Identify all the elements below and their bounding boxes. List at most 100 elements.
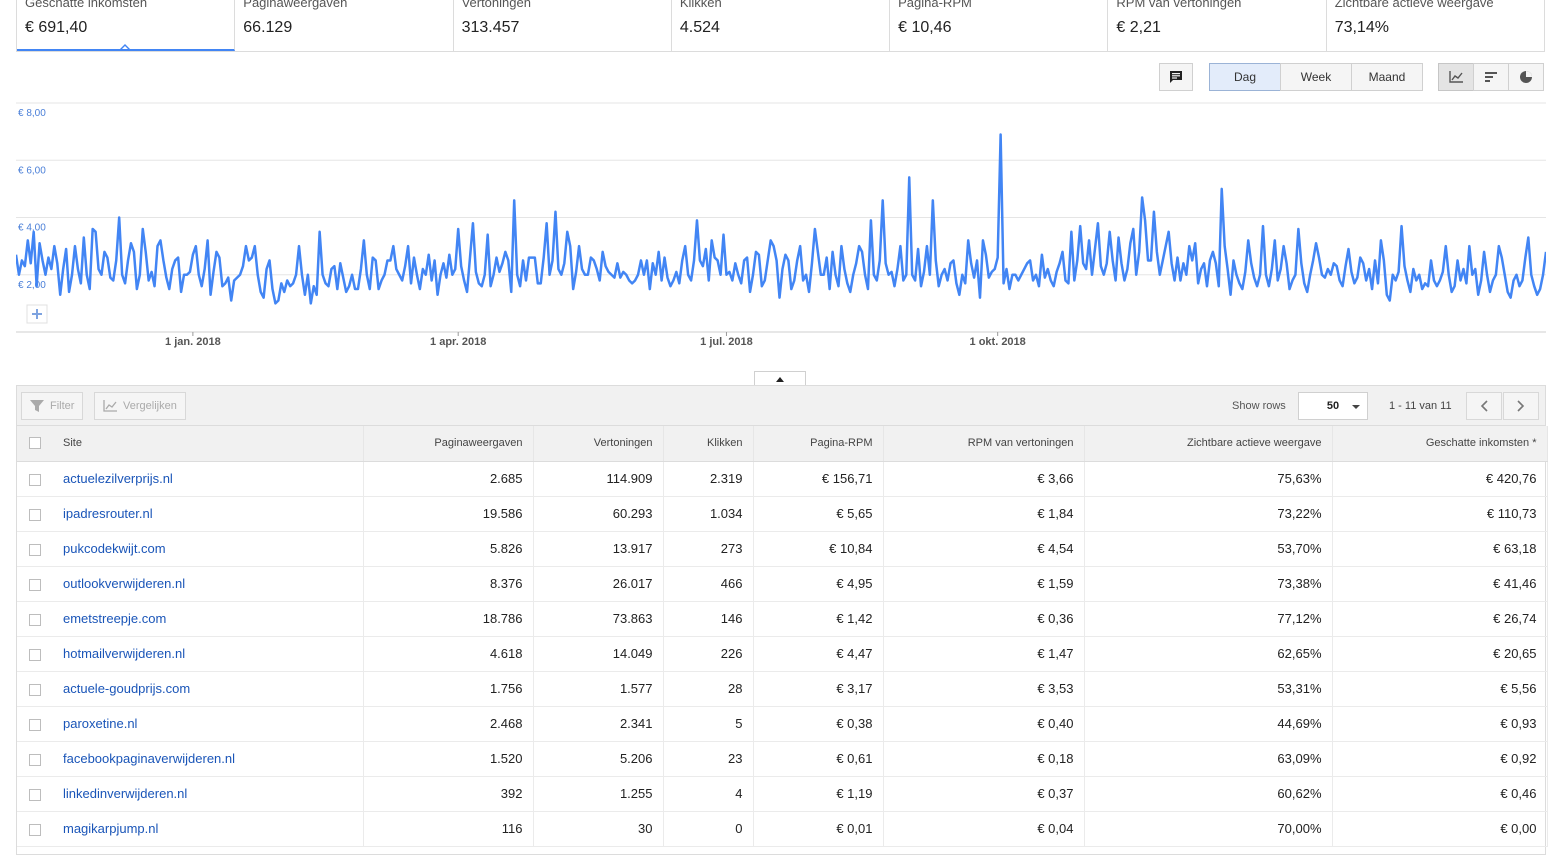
cell-site: ipadresrouter.nl xyxy=(53,496,364,532)
cell-active-view: 63,09% xyxy=(1084,741,1333,777)
metric-cards: Geschatte inkomsten € 691,40 Paginaweerg… xyxy=(16,0,1545,52)
cell-clicks: 1.034 xyxy=(663,496,754,532)
table-row: emetstreepje.com 18.786 73.863 146 € 1,42 € 0… xyxy=(17,601,1548,637)
table-toolbar: Filter Vergelijken Show rows 50 1 - 11 v… xyxy=(17,386,1545,426)
table-header-row: Site Paginaweergaven Vertoningen Klikken… xyxy=(17,426,1548,462)
row-checkbox[interactable] xyxy=(29,788,41,801)
cell-impressions: 14.049 xyxy=(533,636,664,672)
metric-card-active-view-viewable[interactable]: Zichtbare actieve weergave 73,14% xyxy=(1327,0,1544,51)
compare-button[interactable]: Vergelijken xyxy=(94,392,186,420)
metric-value: 73,14% xyxy=(1334,19,1389,36)
site-link[interactable]: emetstreepje.com xyxy=(63,611,167,626)
cell-impressions: 13.917 xyxy=(533,531,664,567)
collapse-chart-toggle[interactable] xyxy=(754,371,806,386)
column-header-site[interactable]: Site xyxy=(53,426,364,462)
cell-estimated-earnings: € 420,76 xyxy=(1332,461,1548,497)
row-checkbox[interactable] xyxy=(29,613,41,626)
granularity-day-button[interactable]: Dag xyxy=(1209,63,1281,91)
site-link[interactable]: linkedinverwijderen.nl xyxy=(63,786,188,801)
cell-clicks: 226 xyxy=(663,636,754,672)
column-header-pageviews[interactable]: Paginaweergaven xyxy=(363,426,534,462)
cell-active-view: 53,31% xyxy=(1084,671,1333,707)
cell-page-rpm: € 1,19 xyxy=(753,776,884,812)
metric-card-clicks[interactable]: Klikken 4.524 xyxy=(672,0,891,51)
row-checkbox[interactable] xyxy=(29,508,41,521)
comment-button[interactable] xyxy=(1159,63,1193,91)
cell-impression-rpm: € 0,36 xyxy=(883,601,1085,637)
column-header-page-rpm[interactable]: Pagina-RPM xyxy=(753,426,884,462)
next-page-button[interactable] xyxy=(1503,392,1539,420)
cell-clicks: 5 xyxy=(663,706,754,742)
metric-card-impressions[interactable]: Vertoningen 313.457 xyxy=(454,0,672,51)
filter-button[interactable]: Filter xyxy=(21,392,84,420)
filter-label: Filter xyxy=(50,400,75,412)
cell-impression-rpm: € 0,04 xyxy=(883,811,1085,847)
cell-estimated-earnings: € 0,93 xyxy=(1332,706,1548,742)
cell-site: pukcodekwijt.com xyxy=(53,531,364,567)
row-checkbox-cell xyxy=(17,811,53,847)
cell-impression-rpm: € 3,66 xyxy=(883,461,1085,497)
previous-page-button[interactable] xyxy=(1466,392,1502,420)
site-link[interactable]: facebookpaginaverwijderen.nl xyxy=(63,751,236,766)
compare-label: Vergelijken xyxy=(123,400,177,412)
row-checkbox[interactable] xyxy=(29,683,41,696)
row-checkbox[interactable] xyxy=(29,718,41,731)
cell-estimated-earnings: € 63,18 xyxy=(1332,531,1548,567)
row-checkbox-cell xyxy=(17,706,53,742)
granularity-week-button[interactable]: Week xyxy=(1280,63,1352,91)
metric-label: RPM van vertoningen xyxy=(1116,0,1242,10)
cell-impression-rpm: € 0,18 xyxy=(883,741,1085,777)
table-row: hotmailverwijderen.nl 4.618 14.049 226 € 4,4… xyxy=(17,636,1548,672)
site-link[interactable]: outlookverwijderen.nl xyxy=(63,576,186,591)
site-link[interactable]: actuele-goudprijs.com xyxy=(63,681,191,696)
site-link[interactable]: magikarpjump.nl xyxy=(63,821,159,836)
metric-card-impression-rpm[interactable]: RPM van vertoningen € 2,21 xyxy=(1108,0,1327,51)
table-body: actuelezilverprijs.nl 2.685 114.909 2.319 € … xyxy=(17,461,1548,847)
site-link[interactable]: paroxetine.nl xyxy=(63,716,138,731)
filter-icon xyxy=(30,400,44,412)
cell-pageviews: 19.586 xyxy=(363,496,534,532)
cell-pageviews: 4.618 xyxy=(363,636,534,672)
metric-card-estimated-earnings[interactable]: Geschatte inkomsten € 691,40 xyxy=(17,0,236,51)
cell-site: magikarpjump.nl xyxy=(53,811,364,847)
column-header-impressions[interactable]: Vertoningen xyxy=(533,426,664,462)
cell-clicks: 28 xyxy=(663,671,754,707)
cell-active-view: 73,38% xyxy=(1084,566,1333,602)
metric-card-page-rpm[interactable]: Pagina-RPM € 10,46 xyxy=(890,0,1109,51)
site-link[interactable]: hotmailverwijderen.nl xyxy=(63,646,186,661)
cell-pageviews: 2.685 xyxy=(363,461,534,497)
column-header-clicks[interactable]: Klikken xyxy=(663,426,754,462)
site-link[interactable]: pukcodekwijt.com xyxy=(63,541,166,556)
pie-chart-view-button[interactable] xyxy=(1508,63,1544,91)
row-checkbox[interactable] xyxy=(29,543,41,556)
site-link[interactable]: ipadresrouter.nl xyxy=(63,506,153,521)
cell-impression-rpm: € 0,37 xyxy=(883,776,1085,812)
column-header-estimated-earnings[interactable]: Geschatte inkomsten * xyxy=(1332,426,1548,462)
pagination-range: 1 - 11 van 11 xyxy=(1389,400,1452,412)
metric-card-pageviews[interactable]: Paginaweergaven 66.129 xyxy=(235,0,454,51)
y-axis-ticks: € 2,00 € 4,00 € 6,00 € 8,00 xyxy=(18,108,46,291)
cell-estimated-earnings: € 110,73 xyxy=(1332,496,1548,532)
line-chart-view-button[interactable] xyxy=(1438,63,1474,91)
cell-impressions: 1.255 xyxy=(533,776,664,812)
row-checkbox[interactable] xyxy=(29,823,41,836)
column-header-active-view[interactable]: Zichtbare actieve weergave xyxy=(1084,426,1333,462)
row-checkbox[interactable] xyxy=(29,473,41,486)
bar-chart-view-button[interactable] xyxy=(1473,63,1509,91)
column-header-impression-rpm[interactable]: RPM van vertoningen xyxy=(883,426,1085,462)
row-checkbox[interactable] xyxy=(29,753,41,766)
cell-pageviews: 5.826 xyxy=(363,531,534,567)
metric-label: Klikken xyxy=(679,0,722,10)
granularity-month-button[interactable]: Maand xyxy=(1351,63,1423,91)
cell-active-view: 75,63% xyxy=(1084,461,1333,497)
granularity-label: Dag xyxy=(1233,70,1256,84)
site-link[interactable]: actuelezilverprijs.nl xyxy=(63,471,173,486)
select-all-checkbox[interactable] xyxy=(29,437,41,450)
rows-per-page-select[interactable]: 50 xyxy=(1298,392,1368,420)
row-checkbox[interactable] xyxy=(29,648,41,661)
cell-clicks: 273 xyxy=(663,531,754,567)
zoom-plus-button[interactable] xyxy=(26,304,48,324)
metric-value: 313.457 xyxy=(461,19,520,36)
chart-grid xyxy=(16,102,1546,333)
row-checkbox[interactable] xyxy=(29,578,41,591)
